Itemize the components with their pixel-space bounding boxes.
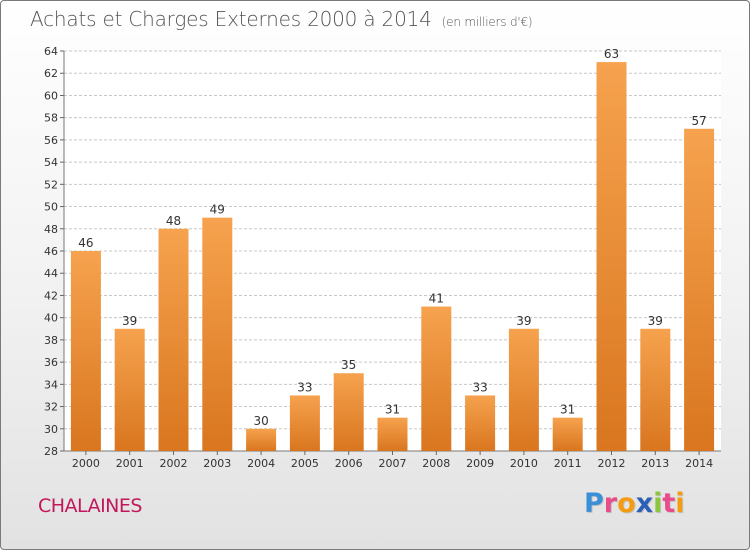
y-tick-label: 60	[44, 89, 58, 102]
logo-letter: i	[653, 488, 663, 519]
x-tick-label: 2005	[291, 457, 319, 470]
data-label: 39	[516, 314, 531, 328]
logo-letter: r	[603, 488, 618, 519]
logo-letter: o	[617, 488, 636, 519]
data-label: 57	[691, 114, 706, 128]
x-tick-label: 2009	[466, 457, 494, 470]
y-tick-label: 44	[44, 267, 58, 280]
x-tick-label: 2011	[554, 457, 582, 470]
y-tick-label: 28	[44, 445, 58, 458]
x-tick-label: 2012	[598, 457, 626, 470]
y-tick-label: 48	[44, 223, 58, 236]
bar	[508, 328, 539, 451]
bar	[114, 328, 145, 451]
x-tick-label: 2007	[379, 457, 407, 470]
y-tick-label: 58	[44, 112, 58, 125]
logo-letter: i	[675, 488, 685, 519]
y-tick-label: 38	[44, 334, 58, 347]
y-tick-label: 46	[44, 245, 58, 258]
chart-title: Achats et Charges Externes 2000 à 2014 (e…	[30, 7, 533, 31]
data-label: 39	[122, 314, 137, 328]
bar	[333, 373, 364, 451]
y-tick-label: 62	[44, 67, 58, 80]
data-label: 31	[385, 403, 400, 417]
y-tick-label: 52	[44, 178, 58, 191]
logo-letter: P	[584, 488, 604, 519]
bar	[684, 128, 715, 451]
y-tick-label: 54	[44, 156, 58, 169]
data-label: 33	[472, 380, 487, 394]
y-tick-label: 30	[44, 423, 58, 436]
x-tick-label: 2008	[422, 457, 450, 470]
y-tick-label: 50	[44, 201, 58, 214]
x-tick-label: 2003	[203, 457, 231, 470]
bar	[465, 395, 496, 451]
chart-unit: (en milliers d'€)	[441, 15, 533, 29]
data-label: 49	[210, 203, 225, 217]
x-tick-label: 2001	[116, 457, 144, 470]
data-label: 41	[429, 292, 444, 306]
y-tick-label: 36	[44, 356, 58, 369]
proxiti-logo: Proxiti	[584, 488, 685, 519]
y-tick-label: 40	[44, 312, 58, 325]
bar	[640, 328, 671, 451]
bar	[596, 62, 627, 451]
data-label: 48	[166, 214, 181, 228]
bar	[202, 217, 233, 451]
y-tick-label: 32	[44, 401, 58, 414]
place-name: CHALAINES	[38, 495, 142, 517]
bar	[158, 228, 189, 451]
chart-title-text: Achats et Charges Externes 2000 à 2014	[30, 7, 432, 31]
y-tick-label: 34	[44, 378, 58, 391]
bar	[421, 306, 452, 451]
x-tick-label: 2000	[72, 457, 100, 470]
data-label: 30	[253, 414, 268, 428]
x-tick-label: 2002	[160, 457, 188, 470]
y-tick-label: 42	[44, 289, 58, 302]
logo-letter: t	[662, 488, 676, 519]
x-tick-label: 2010	[510, 457, 538, 470]
bar	[377, 417, 408, 451]
y-tick-label: 64	[44, 45, 58, 58]
y-tick-label: 56	[44, 134, 58, 147]
x-tick-label: 2014	[685, 457, 713, 470]
bar	[289, 395, 320, 451]
data-label: 39	[648, 314, 663, 328]
bar	[246, 428, 277, 451]
bar	[70, 251, 101, 451]
x-tick-label: 2004	[247, 457, 275, 470]
data-label: 33	[297, 380, 312, 394]
data-label: 46	[78, 236, 93, 250]
x-tick-label: 2013	[641, 457, 669, 470]
data-label: 31	[560, 403, 575, 417]
bar	[552, 417, 583, 451]
data-label: 35	[341, 358, 356, 372]
x-tick-label: 2006	[335, 457, 363, 470]
logo-letter: x	[635, 488, 654, 519]
data-label: 63	[604, 47, 619, 61]
